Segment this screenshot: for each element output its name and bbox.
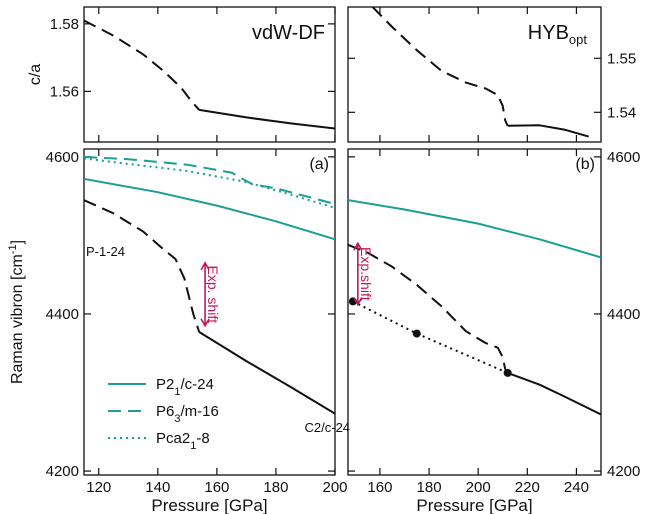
- curve-label: C2/c-24: [305, 420, 351, 435]
- series-line-p2--c-24: [84, 177, 335, 241]
- plot-frame: [347, 6, 602, 143]
- legend-entry: P63/m-16: [156, 403, 219, 425]
- series-group: [84, 19, 335, 130]
- x-tick-label: 180: [263, 479, 288, 496]
- plot-frame: [83, 148, 336, 476]
- y-axis-label: Raman vibron [cm-1]: [7, 240, 26, 384]
- y-tick-label: 4200: [607, 463, 640, 480]
- exp-shift-label: Exp. shift: [205, 266, 221, 324]
- arrow-head-icon: [353, 297, 363, 307]
- curve-label: P-1-24: [86, 244, 125, 259]
- y-axis-label: c/a: [27, 64, 44, 85]
- panel-top-left: 1.56 1.58 vdW-DF c/a: [27, 6, 336, 143]
- panel-bottom-right: 4200 4400 4600 160 180 200 220 240 (b) Pressure […: [347, 148, 640, 514]
- series-line-dashed-0: [84, 19, 200, 111]
- panel-top-right: 1.54 1.55 HYBopt: [347, 6, 636, 143]
- series-line-solid-4: [198, 331, 335, 415]
- series-group: [348, 199, 601, 416]
- legend: P21/c-24 P63/m-16 Pca21-8: [108, 376, 219, 452]
- series-line-solid-0: [348, 199, 601, 259]
- series-line-p6--m-16: [84, 155, 335, 205]
- y-tick-label: 1.56: [50, 83, 79, 100]
- panel-label: (a): [309, 156, 329, 173]
- y-tick-label: 1.54: [607, 104, 636, 121]
- series-line-pca2--8: [84, 157, 335, 209]
- arrow-head-icon: [200, 261, 210, 271]
- series-line-dashed-0: [371, 7, 509, 127]
- series-group: [371, 7, 589, 138]
- legend-entry: Pca21-8: [156, 430, 210, 452]
- x-tick-label: 180: [417, 479, 442, 496]
- x-tick-label: 200: [322, 479, 347, 496]
- series-line-dashed-1: [348, 243, 509, 374]
- exp-shift-label: Exp.shift: [358, 247, 374, 301]
- panel-label: (b): [575, 156, 595, 173]
- x-tick-label: 120: [86, 479, 111, 496]
- x-axis-label: Pressure [GPa]: [416, 496, 532, 514]
- y-tick-label: 1.55: [607, 50, 636, 67]
- panel-bottom-left: 4200 4400 4600 120 140 160 180 200 (a) Raman vibr…: [7, 148, 351, 514]
- plot-frame: [83, 6, 336, 143]
- x-tick-label: 160: [204, 479, 229, 496]
- x-tick-label: 220: [515, 479, 540, 496]
- y-tick-label: 4400: [46, 306, 79, 323]
- panel-title: HYBopt: [528, 22, 588, 47]
- x-tick-label: 160: [367, 479, 392, 496]
- plot-frame: [347, 148, 602, 476]
- data-point: [412, 329, 421, 338]
- series-line-solid-1: [199, 108, 335, 130]
- arrow-head-icon: [353, 241, 363, 251]
- legend-entry: P21/c-24: [156, 376, 214, 398]
- y-tick-label: 4600: [607, 149, 640, 166]
- x-tick-label: 140: [145, 479, 170, 496]
- x-axis-label: Pressure [GPa]: [151, 496, 267, 514]
- panel-title: vdW-DF: [252, 22, 325, 44]
- data-point: [503, 368, 512, 377]
- y-tick-label: 4400: [607, 306, 640, 323]
- series-line-dashed-3: [84, 199, 201, 333]
- series-line-solid-1: [507, 124, 589, 138]
- y-tick-label: 4200: [46, 463, 79, 480]
- x-tick-label: 240: [564, 479, 589, 496]
- arrow-head-icon: [200, 318, 210, 328]
- series-group: [84, 155, 335, 415]
- x-tick-label: 200: [466, 479, 491, 496]
- y-tick-label: 1.58: [50, 16, 79, 33]
- series-line-solid-2: [507, 371, 601, 416]
- series-line-dotted-3: [352, 300, 509, 374]
- y-tick-label: 4600: [46, 149, 79, 166]
